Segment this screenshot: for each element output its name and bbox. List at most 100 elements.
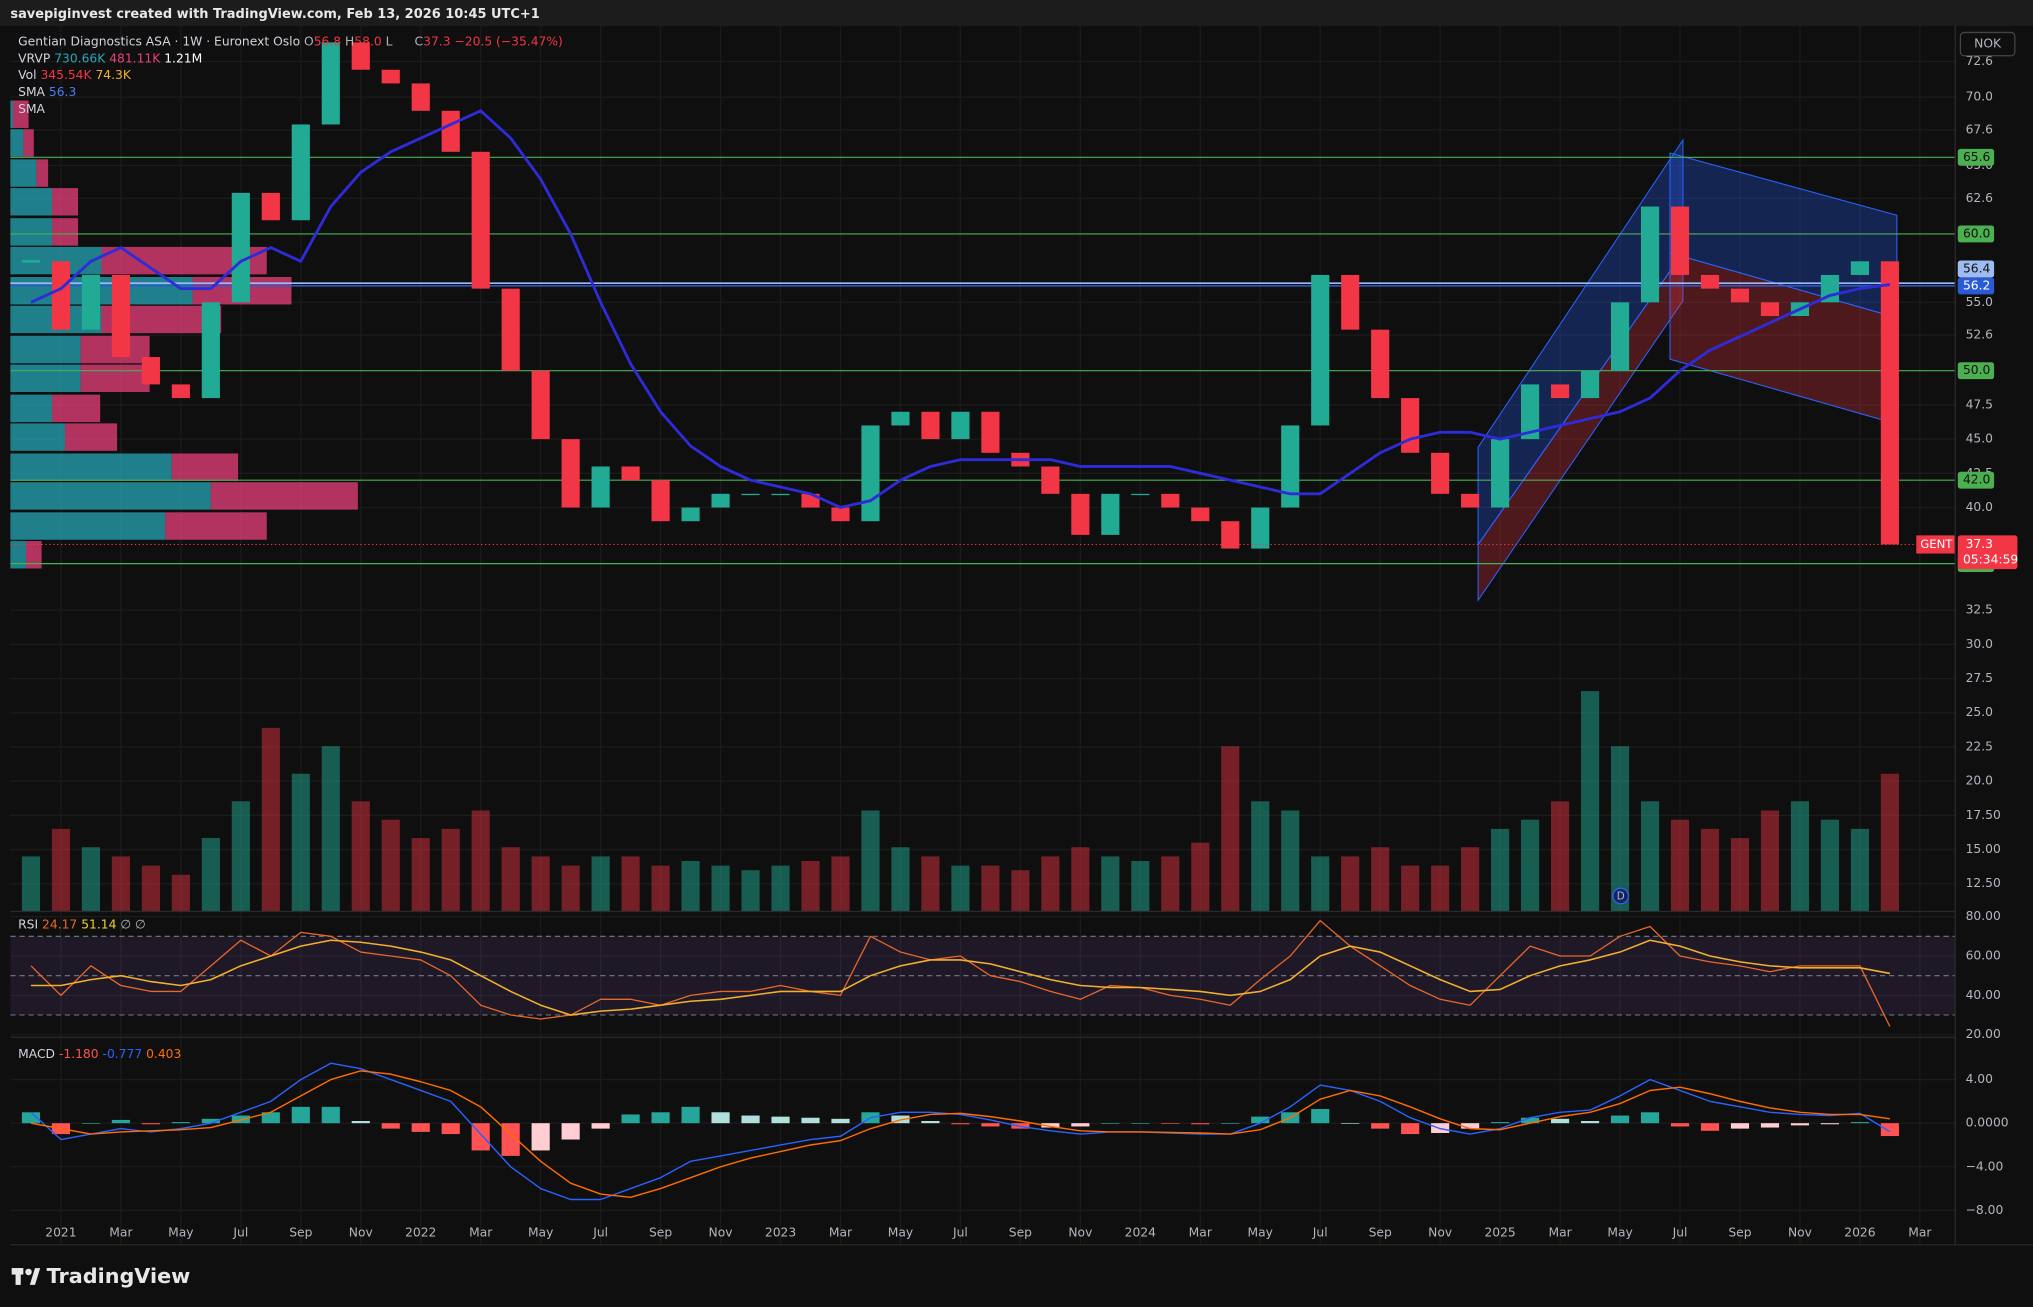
- profile-up: [10, 277, 193, 305]
- candle: [351, 42, 370, 70]
- candle: [291, 124, 310, 221]
- candle: [81, 274, 100, 330]
- x-tick-label: Jul: [1312, 1226, 1328, 1240]
- volume-bar: [1640, 801, 1660, 912]
- volume-bar: [171, 874, 190, 912]
- currency-box[interactable]: [1959, 31, 2016, 57]
- legend-value: 1.21M: [164, 51, 202, 65]
- countdown: 05:34:59: [1963, 553, 2018, 567]
- blue-level-tag: [1957, 277, 1995, 295]
- macd-histogram-bar: [981, 1123, 1000, 1127]
- macd-histogram-bar: [1880, 1123, 1899, 1137]
- profile-up: [10, 394, 53, 423]
- macd-histogram-bar: [111, 1119, 130, 1124]
- profile-up: [10, 100, 13, 128]
- y-tick-label: −4.00: [1966, 1159, 2004, 1173]
- candle: [1221, 521, 1240, 549]
- candle: [1191, 507, 1210, 522]
- profile-down: [52, 394, 101, 423]
- blue-level-label: 56.4: [1963, 261, 1991, 275]
- x-tick-label: Jul: [232, 1226, 248, 1240]
- y-tick-label: 40.00: [1966, 988, 2001, 1002]
- legend-row: VRVP 730.66K 481.11K 1.21M: [18, 51, 202, 65]
- level-tag: [1957, 225, 1995, 243]
- candle: [1880, 261, 1899, 545]
- macd-histogram-bar: [1640, 1112, 1660, 1124]
- x-tick-label: Jul: [952, 1226, 968, 1240]
- volume-bar: [1281, 810, 1300, 912]
- candle: [1491, 439, 1510, 508]
- macd-histogram-bar: [771, 1116, 790, 1124]
- candle: [741, 493, 760, 496]
- candle: [1700, 274, 1720, 289]
- macd-histogram-bar: [1700, 1123, 1720, 1131]
- x-tick-label: May: [528, 1226, 553, 1240]
- volume-bar: [1461, 847, 1480, 912]
- volume-bar: [591, 856, 610, 912]
- x-tick-label: Nov: [709, 1226, 733, 1240]
- y-tick-label: 47.5: [1966, 397, 1993, 411]
- volume-bar: [1670, 819, 1690, 912]
- last-price-symbol: GENT: [1920, 537, 1953, 551]
- x-tick-label: 2023: [765, 1226, 796, 1240]
- profile-down: [65, 423, 118, 451]
- macd-histogram-bar: [21, 1112, 41, 1124]
- logo-part: [15, 1268, 21, 1285]
- y-tick-label: 25.0: [1966, 705, 1993, 719]
- profile-down: [210, 482, 358, 510]
- legend-row: Vol 345.54K 74.3K: [18, 68, 132, 82]
- last-price-tag: [1916, 535, 1956, 554]
- candle: [531, 370, 550, 440]
- candle: [1431, 452, 1450, 494]
- volume-bar: [1491, 828, 1510, 912]
- macd-histogram-bar: [351, 1121, 370, 1124]
- macd-histogram-bar: [1371, 1123, 1390, 1129]
- macd-histogram-bar: [1730, 1123, 1750, 1129]
- x-tick-label: May: [1248, 1226, 1273, 1240]
- macd-histogram-bar: [1311, 1109, 1330, 1124]
- candle: [1730, 288, 1750, 303]
- x-tick-label: May: [1607, 1226, 1632, 1240]
- macd-histogram-bar: [1610, 1115, 1630, 1124]
- macd-histogram-bar: [531, 1123, 550, 1151]
- legend-row: MACD -1.180 -0.777 0.403: [18, 1047, 181, 1061]
- volume-bar: [321, 746, 340, 912]
- profile-down: [25, 541, 42, 569]
- profile-up: [10, 129, 24, 157]
- profile-up: [10, 218, 53, 246]
- x-tick-label: Mar: [1908, 1226, 1932, 1240]
- candle: [321, 42, 340, 125]
- level-label: 60.0: [1963, 226, 1990, 240]
- macd-histogram-bar: [1580, 1121, 1600, 1124]
- y-tick-label: 20.00: [1966, 1027, 2001, 1041]
- candle: [1850, 261, 1869, 275]
- x-tick-label: Nov: [1428, 1226, 1452, 1240]
- macd-histogram-bar: [1461, 1123, 1480, 1129]
- volume-bar: [801, 861, 820, 912]
- legend-row: SMA: [18, 101, 45, 115]
- macd-histogram-bar: [801, 1117, 820, 1124]
- volume-bar: [951, 865, 970, 912]
- profile-up: [10, 364, 81, 392]
- macd-line: [30, 1070, 1891, 1199]
- x-tick-label: Sep: [1369, 1226, 1392, 1240]
- candle: [1371, 329, 1390, 399]
- candle: [1640, 206, 1660, 303]
- x-tick-label: Nov: [1068, 1226, 1092, 1240]
- ohlc: L: [386, 34, 393, 48]
- macd-histogram-bar: [1161, 1123, 1180, 1124]
- candle: [1461, 493, 1480, 508]
- back-layer: [10, 100, 1956, 1156]
- y-tick-label: 67.6: [1966, 122, 1994, 136]
- candle: [1281, 425, 1300, 508]
- volume-bar: [831, 856, 850, 912]
- macd-histogram-bar: [291, 1106, 310, 1124]
- x-tick-label: Nov: [1788, 1226, 1812, 1240]
- volume-bar: [621, 856, 640, 912]
- x-tick-label: Sep: [1009, 1226, 1032, 1240]
- credit: savepiginvest created with TradingView.c…: [10, 7, 539, 22]
- volume-bar: [21, 856, 41, 912]
- volume-bar: [51, 828, 71, 912]
- logo-part: [29, 1268, 41, 1285]
- x-tick-label: Sep: [1728, 1226, 1751, 1240]
